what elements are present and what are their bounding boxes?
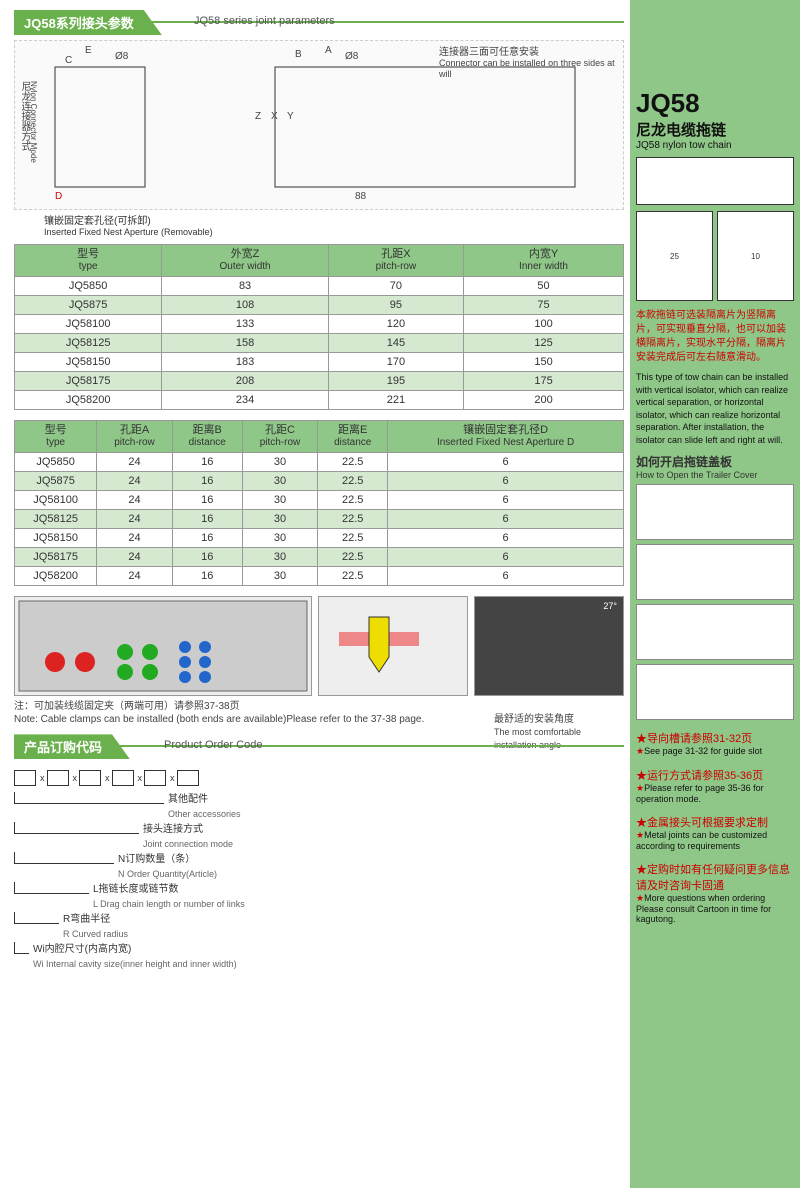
- header1-cn: JQ58系列接头参数: [14, 10, 162, 35]
- open-step-4: [636, 664, 794, 720]
- table-header: 镶嵌固定套孔径DInserted Fixed Nest Aperture D: [388, 421, 624, 453]
- order-item: 接头连接方式Joint connection mode: [14, 822, 245, 852]
- table-header: 孔距Apitch-row: [97, 421, 173, 453]
- section-header-1: JQ58系列接头参数 JQ58 series joint parameters: [14, 10, 624, 34]
- sidebar-note: ★金属接头可根据要求定制★Metal joints can be customi…: [636, 814, 794, 851]
- table-header: 型号type: [15, 421, 97, 453]
- table-header: 内宽YInner width: [464, 245, 624, 277]
- table-header: 距离Edistance: [318, 421, 388, 453]
- table-row: JQ587524163022.56: [15, 472, 624, 491]
- sidebar: JQ58 尼龙电缆拖链 JQ58 nylon tow chain 25 10 本…: [630, 0, 800, 1188]
- insert-label: 镶嵌固定套孔径(可拆卸) Inserted Fixed Nest Apertur…: [44, 212, 624, 238]
- table-row: JQ58751089575: [15, 296, 624, 315]
- order-item: R弯曲半径R Curved radius: [14, 912, 245, 942]
- clamp-detail-diagram: [318, 596, 468, 696]
- cable-clamp-diagram: [14, 596, 312, 696]
- order-item: Wi内腔尺寸(内高内宽)Wi Internal cavity size(inne…: [14, 942, 245, 972]
- table-row: JQ5815024163022.56: [15, 529, 624, 548]
- table-row: JQ5820024163022.56: [15, 567, 624, 586]
- table-2: 型号type孔距Apitch-row距离Bdistance孔距Cpitch-ro…: [14, 420, 624, 586]
- table-header: 孔距Cpitch-row: [242, 421, 318, 453]
- order-code-diagram: x x x x x 其他配件Other accessories接头连接方式Joi…: [14, 764, 624, 924]
- header2-cn: 产品订购代码: [14, 734, 130, 759]
- section-header-2: 产品订购代码 Product Order Code: [14, 734, 624, 758]
- open-step-2: [636, 544, 794, 600]
- order-item: L拖链长度或链节数L Drag chain length or number o…: [14, 882, 245, 912]
- install-angle-photo: 27°: [474, 596, 624, 696]
- clamp-note: 注：可加装线缆固定夹（两端可用）请参照37-38页 Note: Cable cl…: [14, 700, 624, 726]
- sidebar-note: ★运行方式请参照35-36页★Please refer to page 35-3…: [636, 767, 794, 804]
- joint-diagram: 连接器三面可任意安装 Connector can be installed on…: [14, 40, 624, 210]
- table-row: JQ5850837050: [15, 277, 624, 296]
- header2-en: Product Order Code: [164, 739, 262, 751]
- table-row: JQ58100133120100: [15, 315, 624, 334]
- side-sub-cn: 尼龙电缆拖链: [636, 119, 794, 140]
- table-header: 型号type: [15, 245, 162, 277]
- table-row: JQ585024163022.56: [15, 453, 624, 472]
- table-1: 型号type外宽ZOuter width孔距Xpitch-row内宽YInner…: [14, 244, 624, 410]
- table-row: JQ58125158145125: [15, 334, 624, 353]
- table-row: JQ58200234221200: [15, 391, 624, 410]
- side-sub-en: JQ58 nylon tow chain: [636, 140, 794, 151]
- side-dim-diagram: 25 10: [636, 211, 794, 301]
- side-title: JQ58: [636, 88, 794, 119]
- order-item: 其他配件Other accessories: [14, 792, 245, 822]
- side-para-cn: 本款拖链可选装隔离片为竖隔离片，可实现垂直分隔，也可以加装横隔离片，实现水平分隔…: [636, 309, 794, 365]
- side-open-en: How to Open the Trailer Cover: [636, 470, 794, 480]
- open-step-3: [636, 604, 794, 660]
- main-column: JQ58系列接头参数 JQ58 series joint parameters …: [0, 0, 630, 924]
- sidebar-note: ★导向槽请参照31-32页★See page 31-32 for guide s…: [636, 730, 794, 757]
- table-header: 距离Bdistance: [172, 421, 242, 453]
- header1-en: JQ58 series joint parameters: [194, 15, 335, 27]
- table-row: JQ5817524163022.56: [15, 548, 624, 567]
- side-para-en: This type of tow chain can be installed …: [636, 371, 794, 447]
- table-row: JQ58150183170150: [15, 353, 624, 372]
- sidebar-note: ★定购时如有任何疑问更多信息请及时咨询卡固通★More questions wh…: [636, 861, 794, 924]
- side-top-diagram: [636, 157, 794, 205]
- open-step-1: [636, 484, 794, 540]
- side-open-cn: 如何开启拖链盖板: [636, 453, 794, 470]
- illustration-row: 27°: [14, 596, 624, 696]
- table-row: JQ5812524163022.56: [15, 510, 624, 529]
- order-item: N订购数量（条）N Order Quantity(Article): [14, 852, 245, 882]
- table-row: JQ58175208195175: [15, 372, 624, 391]
- table-header: 孔距Xpitch-row: [328, 245, 463, 277]
- table-header: 外宽ZOuter width: [162, 245, 329, 277]
- table-row: JQ5810024163022.56: [15, 491, 624, 510]
